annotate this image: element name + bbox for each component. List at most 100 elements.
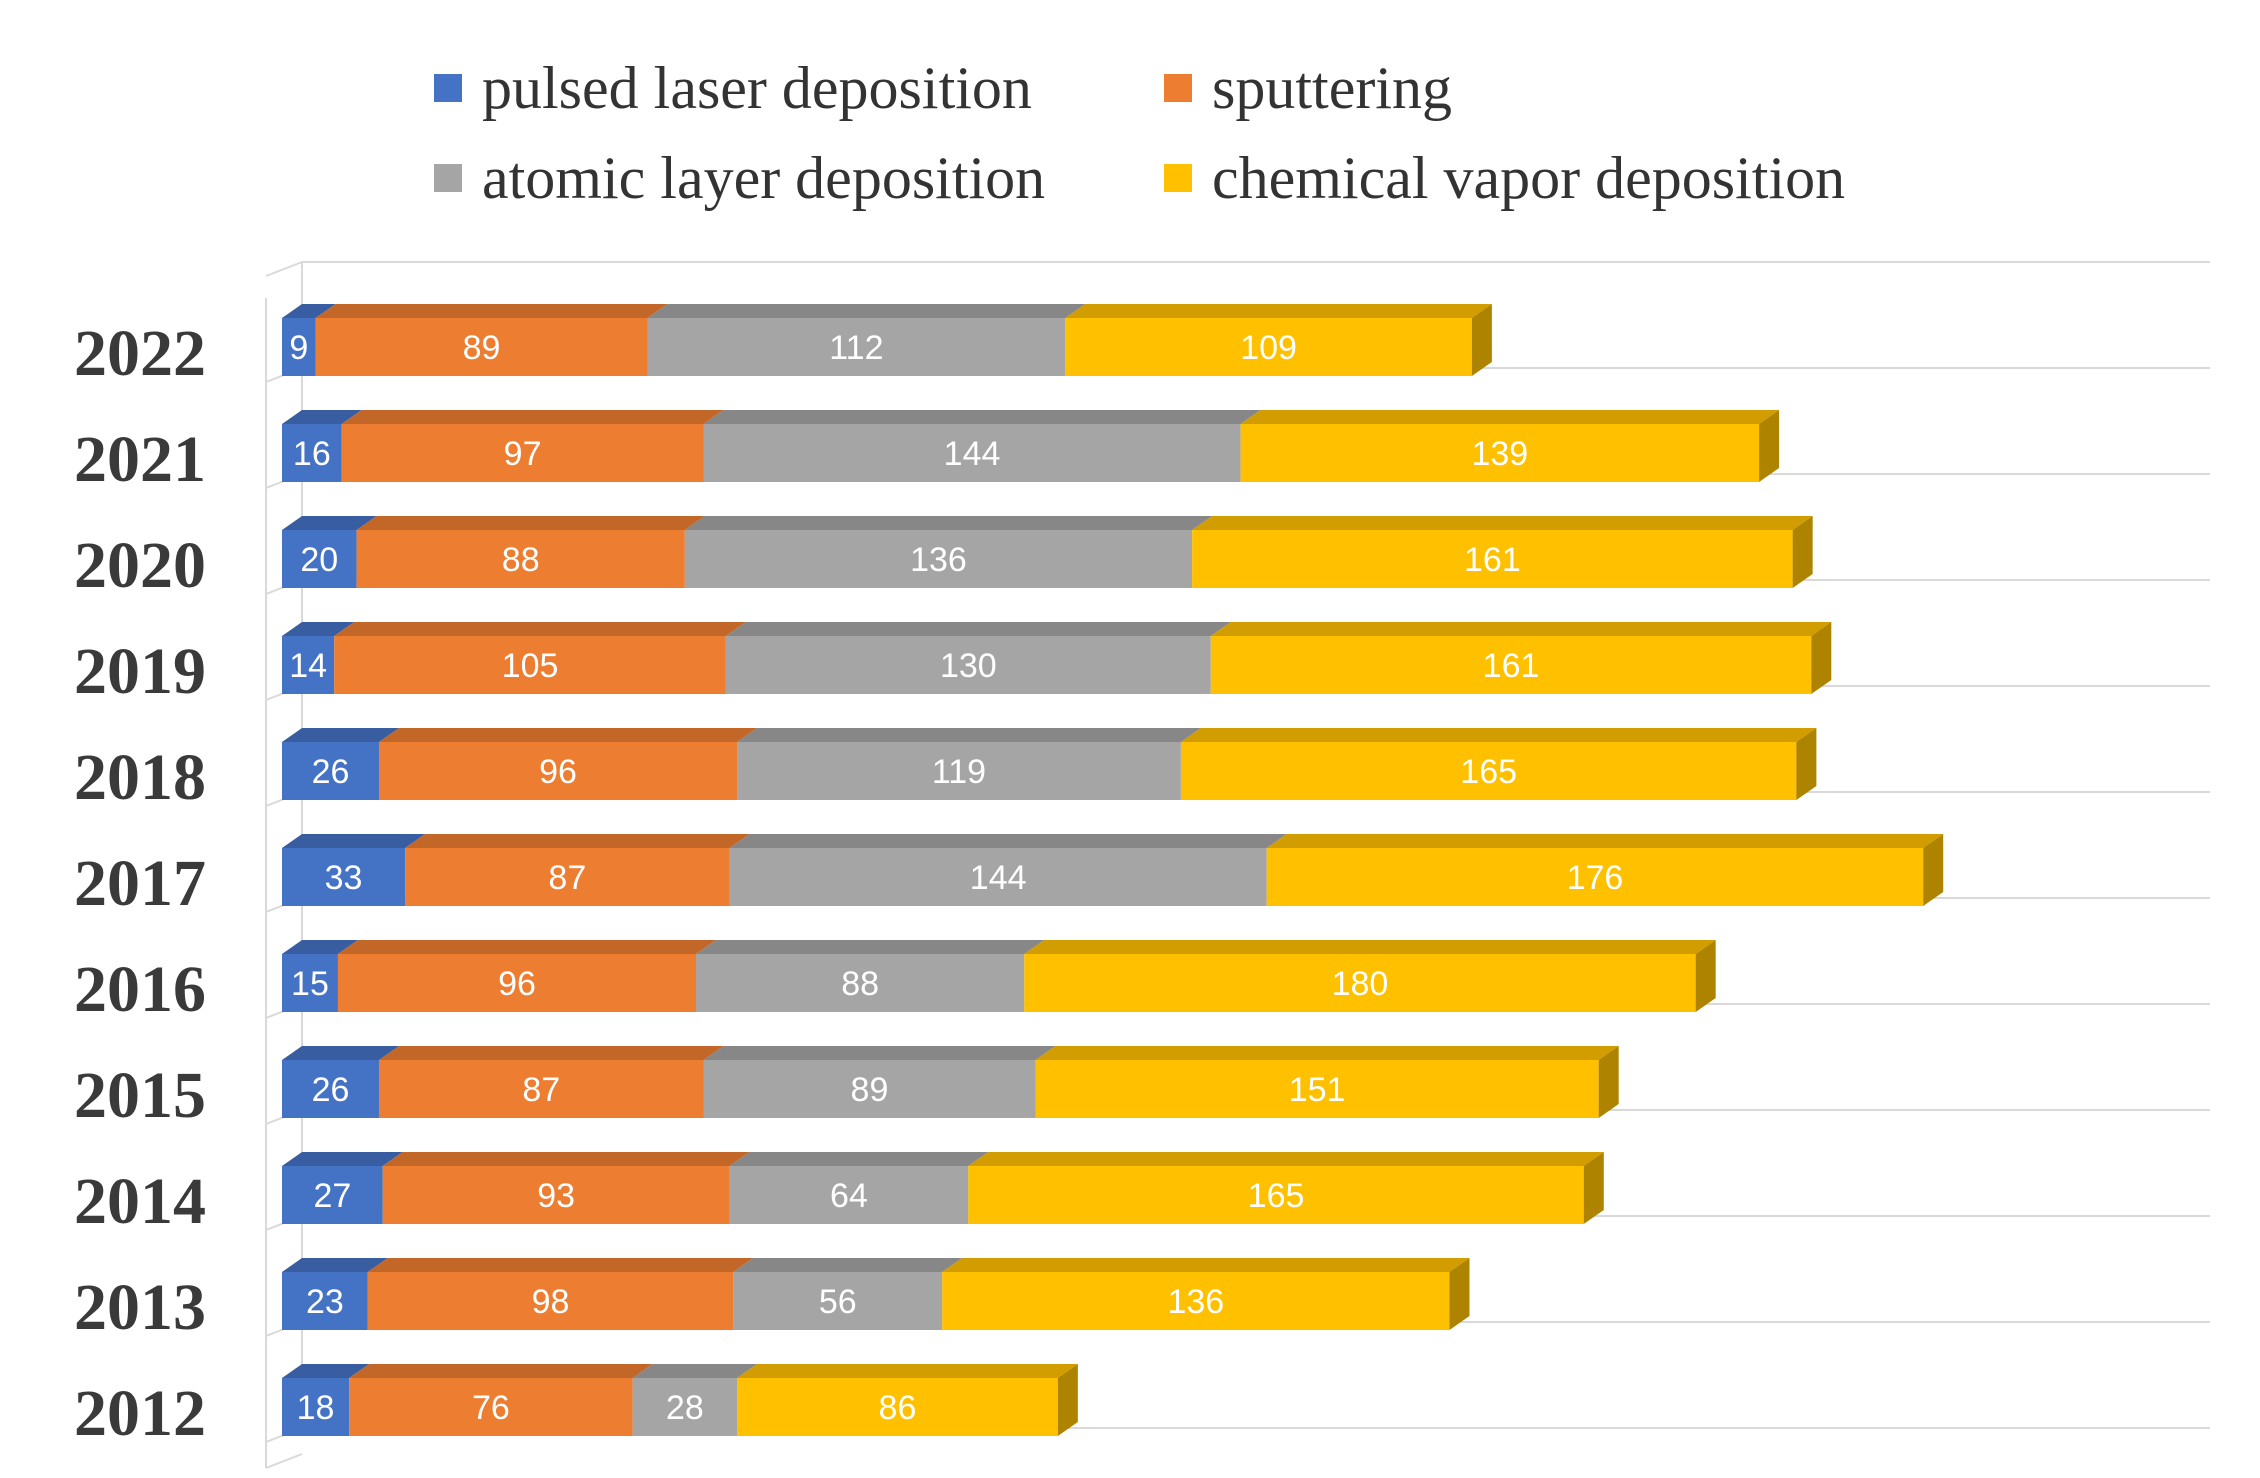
bar-sputtering-2021 <box>341 424 704 482</box>
legend-swatch-chemical-vapor-deposition <box>1164 164 1192 192</box>
data-label-pulsed-laser-deposition-2014: 27 <box>313 1177 351 1215</box>
data-label-pulsed-laser-deposition-2022: 9 <box>289 329 308 367</box>
year-label-2018: 2018 <box>74 741 206 814</box>
legend-swatch-sputtering <box>1164 74 1192 102</box>
bar-chemical-vapor-deposition-2020 <box>1192 530 1793 588</box>
bar-side-chemical-vapor-deposition-2012 <box>1057 1364 1078 1436</box>
bar-pulsed-laser-deposition-2016 <box>282 954 338 1012</box>
bar-top-atomic-layer-deposition-2017 <box>729 834 1287 848</box>
bar-pulsed-laser-deposition-2018 <box>282 742 379 800</box>
year-label-2016: 2016 <box>74 953 206 1026</box>
bar-top-sputtering-2021 <box>341 410 724 424</box>
bar-atomic-layer-deposition-2022 <box>647 318 1066 376</box>
data-label-pulsed-laser-deposition-2016: 15 <box>291 965 329 1003</box>
bar-top-sputtering-2016 <box>337 940 717 954</box>
year-label-2014: 2014 <box>74 1165 206 1238</box>
data-label-atomic-layer-deposition-2017: 144 <box>970 859 1027 897</box>
data-label-atomic-layer-deposition-2018: 119 <box>932 753 986 791</box>
bar-sputtering-2019 <box>334 636 726 694</box>
bar-side-chemical-vapor-deposition-2019 <box>1811 622 1832 694</box>
data-label-sputtering-2021: 97 <box>504 435 542 473</box>
legend-item-sputtering: sputtering <box>1164 48 1452 128</box>
bar-side-chemical-vapor-deposition-2013 <box>1449 1258 1470 1330</box>
bar-top-sputtering-2014 <box>382 1152 750 1166</box>
bar-top-atomic-layer-deposition-2015 <box>703 1046 1056 1060</box>
data-label-atomic-layer-deposition-2020: 136 <box>910 541 967 579</box>
data-label-chemical-vapor-deposition-2021: 139 <box>1471 435 1528 473</box>
bar-top-atomic-layer-deposition-2012 <box>632 1364 758 1378</box>
data-label-sputtering-2016: 96 <box>498 965 536 1003</box>
data-label-sputtering-2014: 93 <box>537 1177 575 1215</box>
bar-side-chemical-vapor-deposition-2020 <box>1792 516 1813 588</box>
bar-top-pulsed-laser-deposition-2013 <box>282 1258 388 1272</box>
data-label-sputtering-2018: 96 <box>539 753 577 791</box>
data-label-pulsed-laser-deposition-2017: 33 <box>325 859 363 897</box>
data-label-chemical-vapor-deposition-2015: 151 <box>1289 1071 1346 1109</box>
bar-side-chemical-vapor-deposition-2017 <box>1923 834 1944 906</box>
data-label-sputtering-2020: 88 <box>502 541 540 579</box>
data-label-chemical-vapor-deposition-2014: 165 <box>1248 1177 1305 1215</box>
bar-sputtering-2013 <box>367 1272 734 1330</box>
year-label-2020: 2020 <box>74 529 206 602</box>
bar-atomic-layer-deposition-2018 <box>737 742 1181 800</box>
bar-atomic-layer-deposition-2015 <box>703 1060 1036 1118</box>
data-label-pulsed-laser-deposition-2020: 20 <box>300 541 338 579</box>
bar-pulsed-laser-deposition-2013 <box>282 1272 368 1330</box>
year-label-2019: 2019 <box>74 635 206 708</box>
bar-sputtering-2017 <box>405 848 730 906</box>
data-label-sputtering-2015: 87 <box>522 1071 560 1109</box>
data-label-chemical-vapor-deposition-2018: 165 <box>1460 753 1517 791</box>
bar-top-atomic-layer-deposition-2013 <box>733 1258 963 1272</box>
bar-pulsed-laser-deposition-2019 <box>282 636 335 694</box>
bar-top-chemical-vapor-deposition-2021 <box>1240 410 1780 424</box>
data-label-atomic-layer-deposition-2015: 89 <box>851 1071 889 1109</box>
data-label-chemical-vapor-deposition-2012: 86 <box>879 1389 917 1427</box>
data-label-pulsed-laser-deposition-2013: 23 <box>306 1283 344 1321</box>
data-label-atomic-layer-deposition-2013: 56 <box>819 1283 857 1321</box>
bar-pulsed-laser-deposition-2015 <box>282 1060 379 1118</box>
bar-atomic-layer-deposition-2016 <box>696 954 1025 1012</box>
gridline-depth <box>265 261 303 277</box>
bar-chemical-vapor-deposition-2021 <box>1240 424 1760 482</box>
bar-sputtering-2016 <box>337 954 697 1012</box>
legend-label-pulsed-laser-deposition: pulsed laser deposition <box>482 54 1032 121</box>
data-label-chemical-vapor-deposition-2013: 136 <box>1167 1283 1224 1321</box>
legend-label-sputtering: sputtering <box>1212 54 1452 121</box>
bar-pulsed-laser-deposition-2020 <box>282 530 357 588</box>
data-label-pulsed-laser-deposition-2018: 26 <box>312 753 350 791</box>
bar-atomic-layer-deposition-2013 <box>733 1272 943 1330</box>
bar-top-sputtering-2015 <box>378 1046 724 1060</box>
bar-chemical-vapor-deposition-2017 <box>1266 848 1924 906</box>
bar-top-pulsed-laser-deposition-2019 <box>282 622 355 636</box>
bar-top-chemical-vapor-deposition-2020 <box>1192 516 1813 530</box>
bar-side-chemical-vapor-deposition-2015 <box>1598 1046 1619 1118</box>
data-label-chemical-vapor-deposition-2022: 109 <box>1240 329 1297 367</box>
legend: pulsed laser deposition sputtering atomi… <box>434 48 1954 218</box>
bar-side-chemical-vapor-deposition-2014 <box>1583 1152 1604 1224</box>
year-label-2015: 2015 <box>74 1059 206 1132</box>
bar-sputtering-2018 <box>378 742 738 800</box>
bar-side-chemical-vapor-deposition-2018 <box>1796 728 1817 800</box>
bar-top-chemical-vapor-deposition-2013 <box>942 1258 1470 1272</box>
bar-top-chemical-vapor-deposition-2012 <box>737 1364 1078 1378</box>
data-label-atomic-layer-deposition-2014: 64 <box>830 1177 868 1215</box>
bar-top-sputtering-2018 <box>378 728 758 742</box>
bar-chemical-vapor-deposition-2022 <box>1065 318 1472 376</box>
bar-top-sputtering-2012 <box>349 1364 653 1378</box>
axis-depth-line <box>265 1453 303 1469</box>
year-label-2013: 2013 <box>74 1271 206 1344</box>
bar-top-sputtering-2020 <box>356 516 705 530</box>
bar-chemical-vapor-deposition-2016 <box>1024 954 1696 1012</box>
bar-side-chemical-vapor-deposition-2021 <box>1759 410 1780 482</box>
data-label-pulsed-laser-deposition-2012: 18 <box>297 1389 335 1427</box>
bar-top-pulsed-laser-deposition-2022 <box>282 304 336 318</box>
bar-chemical-vapor-deposition-2013 <box>942 1272 1450 1330</box>
bar-top-chemical-vapor-deposition-2018 <box>1180 728 1817 742</box>
bar-top-pulsed-laser-deposition-2020 <box>282 516 377 530</box>
year-label-2017: 2017 <box>74 847 206 920</box>
data-label-sputtering-2019: 105 <box>502 647 559 685</box>
bar-top-pulsed-laser-deposition-2015 <box>282 1046 399 1060</box>
bar-top-atomic-layer-deposition-2021 <box>703 410 1261 424</box>
bar-pulsed-laser-deposition-2022 <box>282 318 316 376</box>
